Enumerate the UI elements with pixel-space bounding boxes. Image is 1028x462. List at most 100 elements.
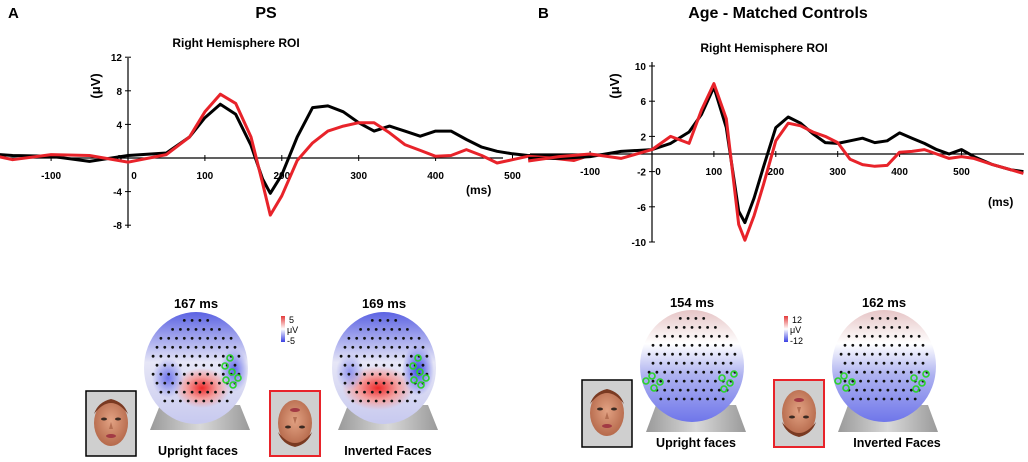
electrode-dot xyxy=(413,345,417,349)
electrode-dot xyxy=(847,370,851,374)
electrode-dot xyxy=(359,328,362,331)
electrode-dot xyxy=(351,381,355,385)
electrode-dot xyxy=(221,372,225,376)
electrode-dot xyxy=(663,352,667,356)
electrode-grid xyxy=(151,319,241,403)
electrode-dot xyxy=(906,361,909,365)
electrode-dot xyxy=(698,397,702,401)
electrode-dot xyxy=(355,372,359,376)
electrode-dot xyxy=(906,343,909,347)
x-axis-label: (ms) xyxy=(988,195,1013,209)
electrode-dot xyxy=(851,379,855,383)
electrode-dot xyxy=(229,390,233,394)
electrode-dot xyxy=(671,352,674,356)
electrode-dot xyxy=(394,390,398,394)
face-label-upright: Upright faces xyxy=(656,436,736,450)
x-tick-label: 0 xyxy=(655,167,661,178)
electrode-dot xyxy=(347,336,351,340)
electrode-dot xyxy=(651,379,655,383)
x-tick-label: -100 xyxy=(580,167,600,178)
face-label-upright: Upright faces xyxy=(158,444,238,458)
electrode-dot xyxy=(667,397,670,401)
electrode-dot xyxy=(374,345,378,349)
electrode-dot xyxy=(363,354,366,358)
electrode-dot xyxy=(382,399,386,403)
electrode-dot xyxy=(902,388,905,392)
electrode-dot xyxy=(398,345,401,349)
face-upright-thumbnail xyxy=(581,379,633,448)
electrode-dot xyxy=(163,363,167,367)
x-tick-label: 400 xyxy=(427,171,444,182)
electrode-dot xyxy=(182,319,186,322)
roi-electrodes xyxy=(834,370,930,393)
electrode-dot xyxy=(898,397,901,401)
electrode-dot xyxy=(339,354,343,358)
electrode-dot xyxy=(206,354,210,358)
y-tick-label: 2 xyxy=(640,132,646,143)
electrode-dot xyxy=(370,372,374,376)
electrode-dot xyxy=(171,328,175,331)
electrode-dot xyxy=(894,388,898,392)
electrode-dot xyxy=(409,390,413,394)
electrode-dot xyxy=(663,370,667,374)
scalp-shape xyxy=(832,310,936,422)
electrode-dot xyxy=(859,343,862,347)
electrode-dot xyxy=(413,399,417,403)
y-tick-label: -6 xyxy=(637,203,646,214)
series-line-inverted-faces xyxy=(0,92,590,217)
electrode-dot xyxy=(378,319,382,322)
electrode-dot xyxy=(698,326,702,329)
electrode-dot xyxy=(855,388,859,392)
electrode-dot xyxy=(343,345,347,349)
electrode-dot xyxy=(843,361,847,365)
electrode-dot xyxy=(847,352,851,356)
electrode-dot xyxy=(906,397,909,401)
x-tick-label: 100 xyxy=(197,171,214,182)
electrode-dot xyxy=(714,397,717,401)
electrode-dot xyxy=(378,372,382,376)
electrode-dot xyxy=(909,370,913,374)
panel-a: A PS Right Hemisphere ROI (μV) (ms) -100… xyxy=(0,5,590,458)
electrode-dot xyxy=(906,326,909,329)
electrode-dot xyxy=(159,390,163,394)
electrode-dot xyxy=(390,399,394,403)
electrode-dot xyxy=(163,345,167,349)
electrode-dot xyxy=(167,390,171,394)
electrode-dot xyxy=(717,370,721,374)
electrode-dot xyxy=(655,334,659,338)
electrode-dot xyxy=(917,352,921,356)
electrode-dot xyxy=(355,390,359,394)
electrode-dot xyxy=(210,399,214,403)
electrode-dot xyxy=(218,328,221,331)
electrode-dot xyxy=(867,361,870,365)
electrode-dot xyxy=(678,334,682,338)
electrode-dot xyxy=(698,361,702,365)
electrode-dot xyxy=(417,390,421,394)
electrode-dot xyxy=(386,319,390,322)
electrode-dot xyxy=(179,363,182,367)
electrode-dot xyxy=(202,345,206,349)
colorbar-max: 5 xyxy=(289,315,294,325)
electrode-dot xyxy=(906,379,909,383)
electrode-dot xyxy=(686,352,690,356)
electrode-dot xyxy=(374,399,378,403)
electrode-dot xyxy=(406,328,409,331)
electrode-dot xyxy=(186,363,190,367)
electrode-dot xyxy=(898,343,901,347)
electrode-dot xyxy=(686,334,690,338)
electrode-dot xyxy=(890,343,894,347)
electrode-dot xyxy=(682,343,686,347)
electrode-dot xyxy=(394,372,398,376)
x-tick-label: 0 xyxy=(131,171,137,182)
electrode-dot xyxy=(859,379,862,383)
electrode-dot xyxy=(863,370,866,374)
electrode-dot xyxy=(694,334,698,338)
x-axis-label: (ms) xyxy=(466,183,491,197)
electrode-dot xyxy=(202,381,206,385)
electrode-dot xyxy=(179,399,182,403)
electrode-dot xyxy=(167,336,171,340)
electrode-dot xyxy=(355,354,359,358)
electrode-dot xyxy=(214,372,217,376)
topo-latency-inverted: 169 ms xyxy=(362,296,406,311)
electrode-dot xyxy=(406,381,409,385)
